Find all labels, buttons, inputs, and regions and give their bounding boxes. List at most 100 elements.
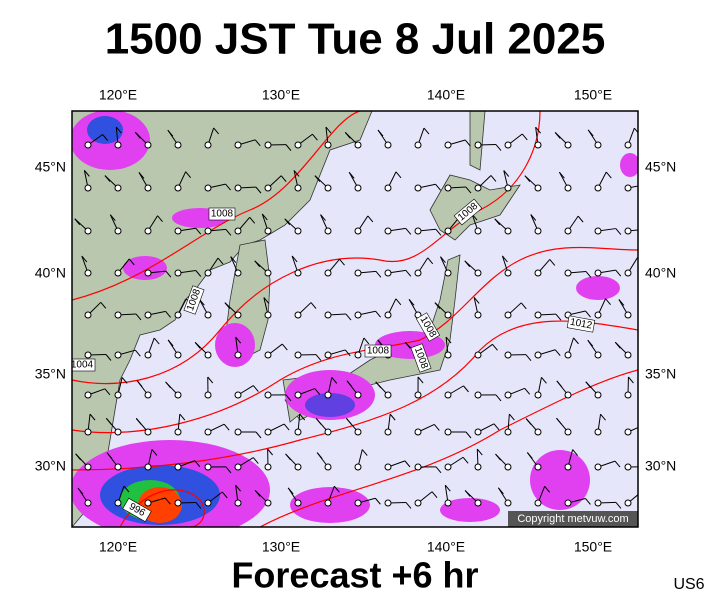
barb-flag xyxy=(235,336,242,344)
barb-station xyxy=(594,227,602,235)
barb-station xyxy=(204,351,212,359)
barb-station xyxy=(624,499,632,507)
lat-label: 40°N xyxy=(35,265,66,281)
barb-flag xyxy=(151,449,158,456)
barb-flag xyxy=(435,183,441,191)
barb-station xyxy=(324,269,332,277)
barb-station xyxy=(234,463,242,471)
barb-flag xyxy=(520,302,527,310)
isobar-label: 1004 xyxy=(71,358,96,372)
barb-station xyxy=(444,391,452,399)
barb-station xyxy=(384,391,392,399)
barb-station xyxy=(144,499,152,507)
barb-flag xyxy=(185,171,192,179)
barb-station xyxy=(84,311,92,319)
isobar-label-box xyxy=(208,207,236,221)
barb-flag xyxy=(614,341,621,349)
barb-flag xyxy=(316,452,323,459)
barb-station xyxy=(204,141,212,149)
barb-station xyxy=(114,311,122,319)
lat-label: 35°N xyxy=(35,366,66,382)
barb-station xyxy=(414,227,422,235)
barb-flag xyxy=(585,310,591,318)
barb-station xyxy=(144,311,152,319)
barb-flag xyxy=(314,388,321,395)
barb-station xyxy=(474,227,482,235)
barb-flag xyxy=(252,457,259,464)
isobar-label-box xyxy=(364,344,392,358)
barb-station xyxy=(264,269,272,277)
barb-station xyxy=(414,391,422,399)
barb-flag xyxy=(136,380,143,387)
barb-station xyxy=(534,227,542,235)
barb-station xyxy=(294,184,302,192)
barb-flag xyxy=(299,413,306,421)
barb-flag xyxy=(464,490,471,497)
barb-station xyxy=(504,499,512,507)
barb-station xyxy=(534,184,542,192)
barb-flag xyxy=(165,381,172,389)
barb-station xyxy=(354,351,362,359)
barb-station xyxy=(174,184,182,192)
barb-flag xyxy=(207,376,214,384)
barb-station xyxy=(534,269,542,277)
barb-flag xyxy=(495,394,502,402)
barb-station xyxy=(474,391,482,399)
barb-station xyxy=(444,227,452,235)
barb-flag xyxy=(283,423,290,431)
barb-station xyxy=(474,269,482,277)
barb-flag xyxy=(405,228,412,235)
barb-flag xyxy=(646,184,651,190)
barb-flag xyxy=(255,186,262,194)
barb-station xyxy=(594,141,602,149)
barb-station xyxy=(384,311,392,319)
barb-flag xyxy=(423,127,430,135)
barb-flag xyxy=(577,215,584,223)
barb-station xyxy=(594,499,602,507)
barb-flag xyxy=(431,491,438,499)
barb-flag xyxy=(195,502,202,509)
barb-flag xyxy=(254,139,261,147)
barb-flag xyxy=(225,466,232,474)
barb-flag xyxy=(225,183,231,191)
isobar-value: 1008 xyxy=(367,346,390,357)
barb-flag xyxy=(490,175,497,182)
barb-station xyxy=(144,428,152,436)
barb-station xyxy=(264,311,272,319)
wind-barbs xyxy=(74,126,651,509)
barb-station xyxy=(114,391,122,399)
barb-flag xyxy=(495,453,501,461)
barb-flag xyxy=(293,170,300,177)
isobar-value: 1008 xyxy=(211,209,234,220)
barb-flag xyxy=(255,431,262,439)
barb-station xyxy=(534,351,542,359)
barb-station xyxy=(204,227,212,235)
barb-station xyxy=(504,311,512,319)
barb-flag xyxy=(128,258,135,266)
barb-flag xyxy=(440,256,446,263)
barb-station xyxy=(174,391,182,399)
barb-flag xyxy=(167,129,174,137)
barb-station xyxy=(174,141,182,149)
isobar-value: 1004 xyxy=(71,360,94,371)
barb-flag xyxy=(254,260,261,268)
barb-flag xyxy=(530,214,537,221)
barb-flag xyxy=(493,423,500,431)
barb-station xyxy=(234,311,242,319)
lat-label: 45°N xyxy=(645,159,676,175)
barb-flag xyxy=(331,377,338,384)
barb-station xyxy=(534,428,542,436)
barb-station xyxy=(294,391,302,399)
lon-label: 130°E xyxy=(262,539,300,555)
mainland xyxy=(72,111,373,527)
lon-label: 150°E xyxy=(574,87,612,103)
barb-flag xyxy=(495,144,502,151)
lat-label: 35°N xyxy=(645,366,676,382)
barb-flag xyxy=(135,313,142,321)
barb-flag xyxy=(325,126,332,134)
barb-station xyxy=(264,463,272,471)
barb-station xyxy=(594,184,602,192)
barb-station xyxy=(564,184,572,192)
barb-station xyxy=(504,391,512,399)
